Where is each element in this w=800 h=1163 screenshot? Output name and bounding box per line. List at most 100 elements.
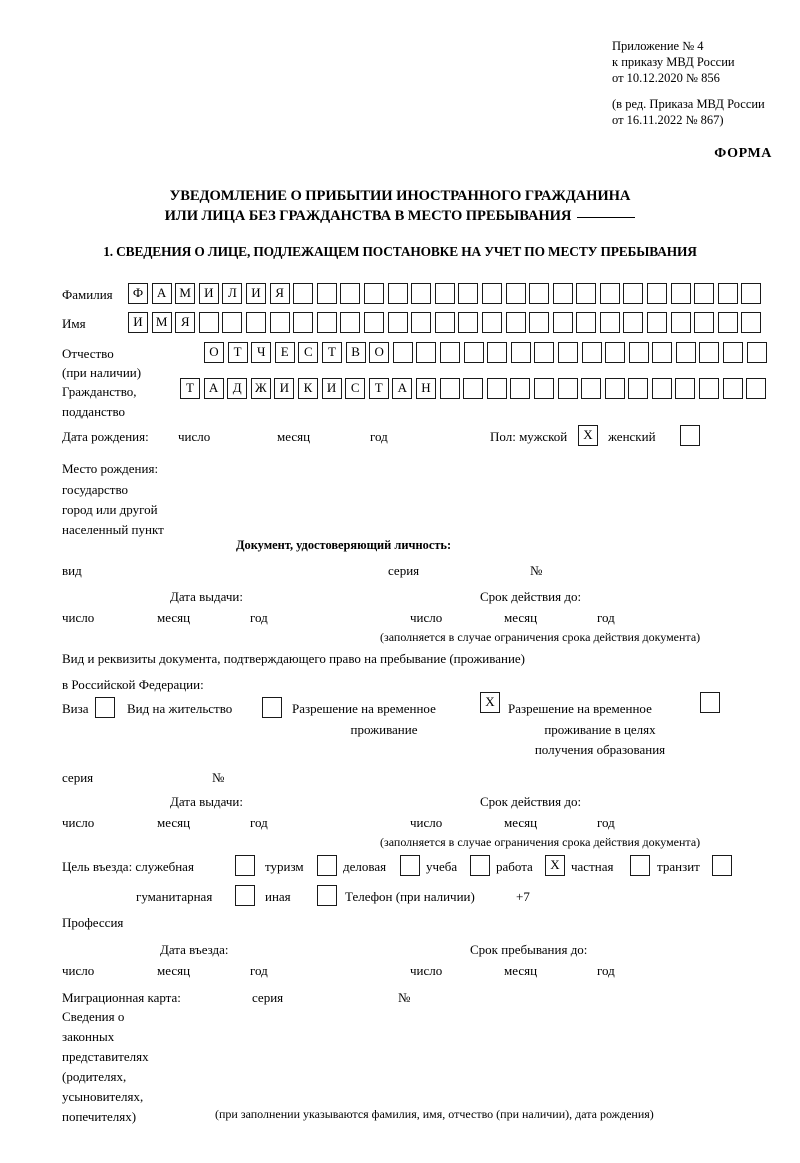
form-cell[interactable]: [717, 312, 738, 333]
form-cell[interactable]: [387, 312, 408, 333]
form-cell[interactable]: [552, 283, 573, 304]
form-cell[interactable]: [505, 312, 526, 333]
form-cell[interactable]: [599, 312, 620, 333]
form-cell[interactable]: [505, 283, 526, 304]
form-cell[interactable]: [670, 283, 691, 304]
form-cell[interactable]: И: [198, 283, 219, 304]
form-cell[interactable]: [699, 378, 720, 399]
form-cell[interactable]: Е: [274, 342, 295, 363]
checkbox-temp-residence[interactable]: X: [480, 692, 500, 713]
form-cell[interactable]: О: [204, 342, 224, 363]
form-cell[interactable]: [652, 342, 673, 363]
form-cell[interactable]: [675, 342, 696, 363]
form-cell[interactable]: [316, 312, 337, 333]
form-cell[interactable]: [340, 312, 361, 333]
checkbox-sex-female[interactable]: [680, 425, 700, 446]
form-cell[interactable]: А: [203, 378, 224, 399]
form-cell[interactable]: [340, 283, 361, 304]
form-cell[interactable]: Н: [415, 378, 436, 399]
form-cell[interactable]: [439, 342, 460, 363]
form-cell[interactable]: Ч: [251, 342, 272, 363]
form-cell[interactable]: [434, 312, 455, 333]
form-cell[interactable]: Т: [368, 378, 389, 399]
form-cell[interactable]: Д: [227, 378, 248, 399]
form-cell[interactable]: [723, 342, 744, 363]
checkbox-sex-male[interactable]: X: [578, 425, 598, 446]
form-cell[interactable]: И: [245, 283, 266, 304]
form-cell[interactable]: [510, 342, 531, 363]
checkbox-purpose-official[interactable]: [235, 855, 255, 876]
form-cell[interactable]: [533, 378, 554, 399]
form-cell[interactable]: И: [321, 378, 342, 399]
form-cell[interactable]: А: [151, 283, 172, 304]
form-cell[interactable]: Ж: [250, 378, 271, 399]
form-cell[interactable]: Л: [222, 283, 243, 304]
form-cell[interactable]: [581, 342, 602, 363]
form-cell[interactable]: [605, 342, 626, 363]
form-cell[interactable]: Т: [180, 378, 200, 399]
form-cell[interactable]: [675, 378, 696, 399]
form-cell[interactable]: Я: [175, 312, 196, 333]
form-cell[interactable]: М: [175, 283, 196, 304]
form-cell[interactable]: [576, 283, 597, 304]
form-cell[interactable]: О: [369, 342, 390, 363]
form-cell[interactable]: [722, 378, 743, 399]
form-cell[interactable]: [198, 312, 219, 333]
form-cell[interactable]: [487, 342, 508, 363]
form-cell[interactable]: И: [128, 312, 148, 333]
form-cell[interactable]: [269, 312, 290, 333]
checkbox-purpose-humanitarian[interactable]: [235, 885, 255, 906]
form-cell[interactable]: [293, 312, 314, 333]
form-cell[interactable]: М: [151, 312, 172, 333]
form-cell[interactable]: [245, 312, 266, 333]
form-cell[interactable]: [599, 283, 620, 304]
form-cell[interactable]: Т: [321, 342, 342, 363]
form-cell[interactable]: [392, 342, 413, 363]
form-cell[interactable]: [416, 342, 437, 363]
checkbox-purpose-tourism[interactable]: [317, 855, 337, 876]
form-cell[interactable]: [604, 378, 625, 399]
form-cell[interactable]: [387, 283, 408, 304]
form-cell[interactable]: [694, 283, 715, 304]
checkbox-visa[interactable]: [95, 697, 115, 718]
form-cell[interactable]: [557, 342, 578, 363]
form-cell[interactable]: [647, 312, 668, 333]
form-cell[interactable]: [699, 342, 720, 363]
form-cell[interactable]: [581, 378, 602, 399]
form-cell[interactable]: [717, 283, 738, 304]
checkbox-temp-residence-education[interactable]: [700, 692, 720, 713]
form-cell[interactable]: [434, 283, 455, 304]
checkbox-residence[interactable]: [262, 697, 282, 718]
checkbox-purpose-private[interactable]: [630, 855, 650, 876]
form-cell[interactable]: [316, 283, 337, 304]
form-cell[interactable]: [576, 312, 597, 333]
form-cell[interactable]: С: [298, 342, 319, 363]
form-cell[interactable]: [363, 283, 384, 304]
form-cell[interactable]: [463, 378, 484, 399]
form-cell[interactable]: [741, 283, 762, 304]
form-cell[interactable]: [694, 312, 715, 333]
checkbox-purpose-other[interactable]: [317, 885, 337, 906]
checkbox-purpose-transit[interactable]: [712, 855, 732, 876]
form-cell[interactable]: К: [297, 378, 318, 399]
form-cell[interactable]: [552, 312, 573, 333]
form-cell[interactable]: [623, 283, 644, 304]
form-cell[interactable]: [741, 312, 762, 333]
form-cell[interactable]: [510, 378, 531, 399]
form-cell[interactable]: А: [392, 378, 413, 399]
form-cell[interactable]: [534, 342, 555, 363]
form-cell[interactable]: Я: [269, 283, 290, 304]
form-cell[interactable]: И: [274, 378, 295, 399]
checkbox-purpose-study[interactable]: [470, 855, 490, 876]
form-cell[interactable]: [486, 378, 507, 399]
form-cell[interactable]: [529, 312, 550, 333]
form-cell[interactable]: [623, 312, 644, 333]
form-cell[interactable]: [651, 378, 672, 399]
form-cell[interactable]: Ф: [128, 283, 148, 304]
form-cell[interactable]: [411, 283, 432, 304]
form-cell[interactable]: [458, 312, 479, 333]
form-cell[interactable]: [463, 342, 484, 363]
form-cell[interactable]: [746, 378, 767, 399]
